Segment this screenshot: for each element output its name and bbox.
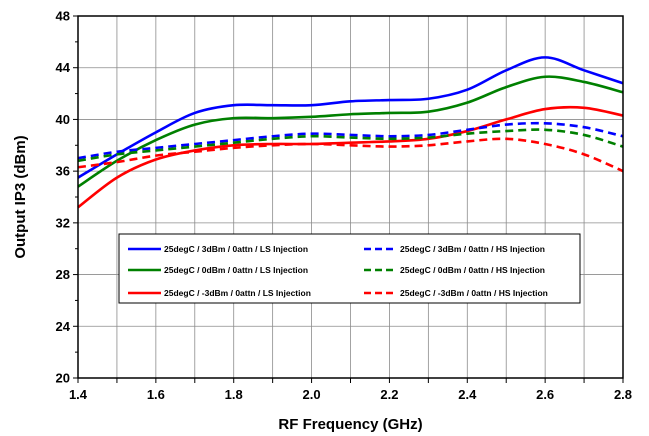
legend-box xyxy=(118,233,581,304)
y-tick-label: 44 xyxy=(56,60,71,75)
legend-label: 25degC / 3dBm / 0attn / HS Injection xyxy=(400,244,545,254)
series-line-1 xyxy=(77,56,624,179)
y-tick-label: 28 xyxy=(56,267,70,282)
y-tick-label: 36 xyxy=(56,164,70,179)
x-tick-label: 2.2 xyxy=(380,387,398,402)
legend: 25degC / 3dBm / 0attn / LS Injection 25de… xyxy=(118,233,581,304)
x-tick-label: 1.6 xyxy=(147,387,165,402)
x-tick-label: 1.8 xyxy=(225,387,243,402)
legend-label: 25degC / 3dBm / 0attn / LS Injection xyxy=(164,244,308,254)
legend-label: 25degC / 0dBm / 0attn / HS Injection xyxy=(400,265,545,275)
legend-label: 25degC / -3dBm / 0attn / LS Injection xyxy=(164,288,311,298)
x-tick-label: 2.6 xyxy=(536,387,554,402)
x-tick-label: 1.4 xyxy=(69,387,88,402)
x-tick-label: 2.4 xyxy=(458,387,477,402)
axis-ticks: 1.4 1.6 1.8 2.0 2.2 2.4 2.6 2.8 20 24 28 32 36 40 44 48 xyxy=(56,9,633,403)
y-tick-label: 20 xyxy=(56,371,70,386)
y-tick-label: 48 xyxy=(56,9,70,24)
x-axis-title: RF Frequency (GHz) xyxy=(278,416,422,433)
series-layer xyxy=(77,56,624,209)
series-line-6 xyxy=(77,137,624,173)
legend-label: 25degC / 0dBm / 0attn / LS Injection xyxy=(164,265,308,275)
series-line-5 xyxy=(77,128,624,163)
y-axis-title: Output IP3 (dBm) xyxy=(12,135,29,258)
legend-label: 25degC / -3dBm / 0attn / HS Injection xyxy=(400,288,548,298)
y-tick-label: 24 xyxy=(56,319,71,334)
y-tick-label: 32 xyxy=(56,215,70,230)
grid-lines xyxy=(78,16,623,378)
series-line-2 xyxy=(77,75,624,188)
y-tick-label: 40 xyxy=(56,112,70,127)
series-line-4 xyxy=(77,121,624,160)
x-tick-label: 2.8 xyxy=(614,387,632,402)
series-line-3 xyxy=(77,105,624,209)
x-tick-label: 2.0 xyxy=(303,387,321,402)
